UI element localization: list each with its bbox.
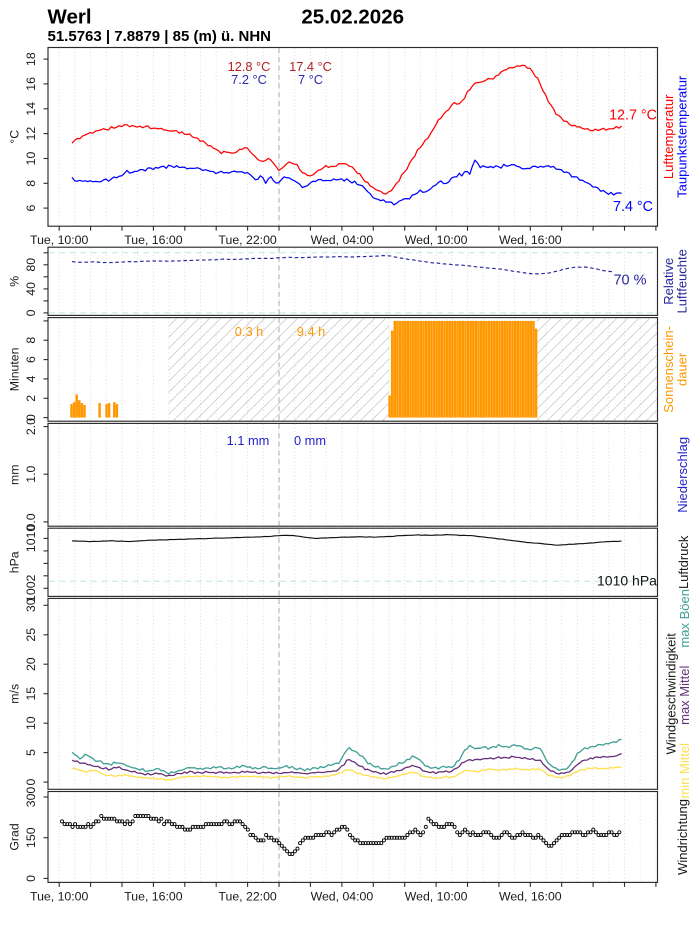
svg-text:Luftdruck: Luftdruck <box>676 535 691 589</box>
svg-text:Tue, 10:00: Tue, 10:00 <box>30 233 88 247</box>
svg-text:16: 16 <box>24 77 38 91</box>
svg-text:1010 hPa: 1010 hPa <box>597 573 657 589</box>
svg-text:mm: mm <box>8 465 22 486</box>
svg-text:Sonnenschein-: Sonnenschein- <box>661 326 676 413</box>
svg-text:5: 5 <box>24 749 38 756</box>
svg-text:12.8 °C: 12.8 °C <box>228 59 271 74</box>
svg-text:Grad: Grad <box>8 823 22 850</box>
svg-text:Wed, 04:00: Wed, 04:00 <box>311 889 374 903</box>
svg-text:Taupunktstemperatur: Taupunktstemperatur <box>675 75 690 198</box>
svg-text:0: 0 <box>24 414 38 421</box>
svg-text:0.0: 0.0 <box>24 513 38 530</box>
svg-text:0: 0 <box>24 875 38 882</box>
svg-text:150: 150 <box>24 827 38 848</box>
svg-text:Tue, 16:00: Tue, 16:00 <box>124 889 182 903</box>
svg-text:min Mittel max Mittel: min Mittel max Mittel max Böen <box>677 589 692 799</box>
svg-text:1002: 1002 <box>24 574 38 602</box>
svg-text:10: 10 <box>24 152 38 166</box>
svg-text:300: 300 <box>24 787 38 808</box>
svg-text:Wed, 10:00: Wed, 10:00 <box>405 233 468 247</box>
svg-text:12.7 °C: 12.7 °C <box>609 108 657 124</box>
svg-text:°C: °C <box>8 130 22 144</box>
svg-text:Relative: Relative <box>661 258 676 305</box>
svg-text:Lufttemperatur: Lufttemperatur <box>661 94 676 179</box>
svg-text:0: 0 <box>24 309 38 316</box>
svg-text:7.2 °C: 7.2 °C <box>231 72 267 87</box>
svg-text:80: 80 <box>24 258 38 272</box>
svg-text:8: 8 <box>24 337 38 344</box>
svg-text:hPa: hPa <box>8 551 22 573</box>
svg-text:1.0: 1.0 <box>24 465 38 482</box>
svg-text:17.4 °C: 17.4 °C <box>289 59 332 74</box>
svg-text:1010: 1010 <box>24 525 38 553</box>
svg-text:0 mm: 0 mm <box>294 433 326 448</box>
svg-text:Windgeschwindigkeit: Windgeschwindigkeit <box>663 633 678 755</box>
svg-text:Luftfeuchte: Luftfeuchte <box>675 249 690 313</box>
svg-text:Windrichtung: Windrichtung <box>675 799 690 875</box>
svg-text:Tue, 22:00: Tue, 22:00 <box>218 233 276 247</box>
svg-text:6: 6 <box>24 205 38 212</box>
svg-text:8: 8 <box>24 180 38 187</box>
svg-text:Wed, 16:00: Wed, 16:00 <box>499 889 562 903</box>
svg-text:12: 12 <box>24 127 38 141</box>
svg-text:Tue, 10:00: Tue, 10:00 <box>30 889 88 903</box>
svg-text:Minuten: Minuten <box>8 347 22 391</box>
svg-text:m/s: m/s <box>8 684 22 704</box>
svg-text:0: 0 <box>24 779 38 786</box>
svg-text:2: 2 <box>24 395 38 402</box>
svg-text:20: 20 <box>24 657 38 671</box>
svg-text:dauer: dauer <box>675 352 690 386</box>
svg-text:70 %: 70 % <box>613 272 646 288</box>
svg-text:18: 18 <box>24 52 38 66</box>
svg-text:%: % <box>8 276 22 287</box>
svg-text:Wed, 10:00: Wed, 10:00 <box>405 889 468 903</box>
svg-text:15: 15 <box>24 687 38 701</box>
svg-text:Wed, 16:00: Wed, 16:00 <box>499 233 562 247</box>
svg-text:14: 14 <box>24 102 38 116</box>
svg-text:40: 40 <box>24 282 38 296</box>
svg-text:51.5763 | 7.8879 | 85 (m) ü. N: 51.5763 | 7.8879 | 85 (m) ü. NHN <box>48 28 272 45</box>
svg-text:30: 30 <box>24 598 38 612</box>
svg-text:Niederschlag: Niederschlag <box>675 437 690 513</box>
svg-text:9.4 h: 9.4 h <box>297 324 325 339</box>
svg-text:7.4 °C: 7.4 °C <box>613 199 653 215</box>
svg-text:Tue, 16:00: Tue, 16:00 <box>124 233 182 247</box>
svg-text:0.3 h: 0.3 h <box>235 324 263 339</box>
svg-text:Werl: Werl <box>48 6 92 29</box>
svg-text:1.1 mm: 1.1 mm <box>227 433 270 448</box>
svg-text:4: 4 <box>24 375 38 382</box>
svg-text:10: 10 <box>24 716 38 730</box>
svg-text:25.02.2026: 25.02.2026 <box>301 6 404 29</box>
svg-text:Wed, 04:00: Wed, 04:00 <box>311 233 374 247</box>
svg-text:Tue, 22:00: Tue, 22:00 <box>218 889 276 903</box>
svg-text:2.0: 2.0 <box>24 418 38 435</box>
svg-text:25: 25 <box>24 628 38 642</box>
svg-text:7 °C: 7 °C <box>298 72 323 87</box>
svg-text:6: 6 <box>24 356 38 363</box>
